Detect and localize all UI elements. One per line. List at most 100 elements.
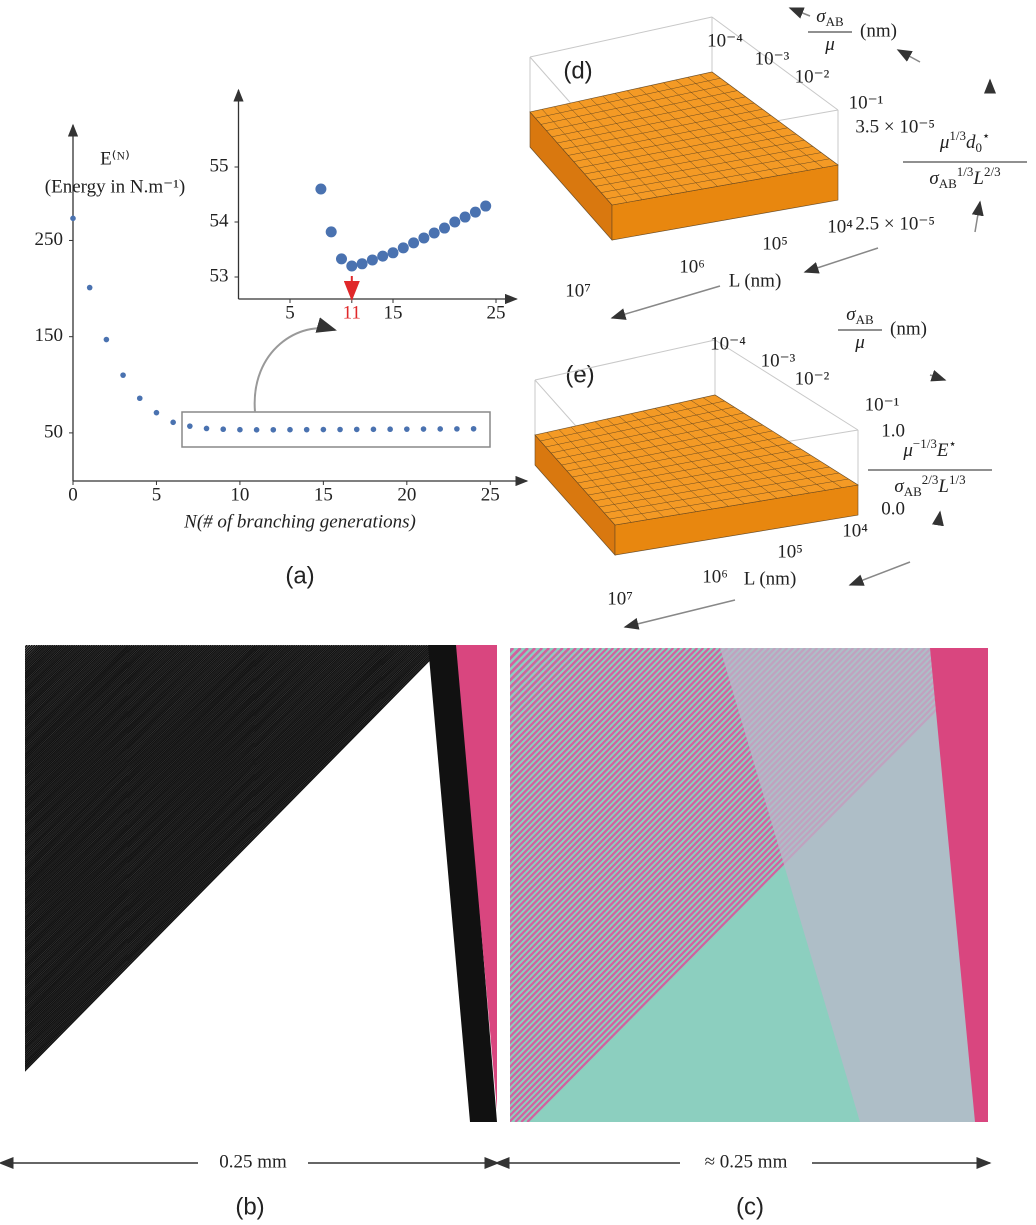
formula: σAB [846,304,874,327]
x-tick-label: 0 [68,484,78,505]
formula-part: μ [824,34,835,55]
y-axis-label: (Energy in N.m⁻¹) [45,176,185,197]
data-point [449,217,460,228]
data-point [398,242,409,253]
formula: μ [854,332,865,353]
z-tick-label: 2.5 × 10⁻⁵ [855,213,935,234]
data-point [437,426,443,432]
data-point [237,427,243,433]
formula: μ−1/3E⋆ [902,436,956,461]
formula-part: 1/3 [957,164,974,179]
y-tick-label: 54 [210,210,230,231]
data-point [270,427,276,433]
formula: μ1/3d0⋆ [939,128,990,155]
x-tick-label: 15 [314,484,333,505]
formula-part: d [966,132,976,153]
x-tick-label: 11 [343,302,361,323]
data-point [480,201,491,212]
y-tick-label: 50 [44,421,63,442]
stripe [0,645,25,1122]
L-tick-label: 10⁶ [679,256,705,277]
sigma-tick-label: 10⁻⁴ [707,30,743,51]
axis-arrow [938,512,940,525]
pattern-image [0,645,497,1122]
axis-arrow [975,202,980,232]
formula-part: L [937,476,949,497]
sigma-tick-label: 10⁻¹ [849,92,884,113]
data-point [104,337,110,343]
stripe [0,645,16,1122]
data-point [460,212,471,223]
data-point [170,420,176,426]
data-point [357,258,368,269]
box-edge [535,340,715,380]
L-tick-label: 10⁵ [777,541,803,562]
stripe [0,648,3,1122]
panel-label: (c) [736,1193,764,1220]
y-tick-label: 250 [35,229,64,250]
x-tick-label: 15 [384,302,403,323]
data-point [371,427,377,433]
panel-label: (e) [565,361,594,388]
x-tick-label: 25 [481,484,500,505]
data-point [304,427,310,433]
formula-part: AB [939,176,957,191]
panel-label: (a) [285,562,314,589]
box-edge [530,17,712,57]
data-point [154,410,160,416]
y-tick-label: 55 [210,155,229,176]
formula-part: −1/3 [913,436,937,451]
formula-part: L [972,168,984,189]
data-point [287,427,293,433]
axis-arrow [850,562,910,585]
scale-label: ≈ 0.25 mm [705,1151,788,1172]
scale-label: 0.25 mm [219,1151,287,1172]
data-point [120,372,126,378]
L-tick-label: 10⁶ [702,566,728,587]
L-tick-label: 10⁴ [827,216,853,237]
data-point [220,426,226,432]
axis-arrow [612,286,720,318]
formula-part: E [936,440,949,461]
sigma-tick-label: 10⁻³ [755,48,790,69]
data-point [421,426,427,432]
formula-part: AB [904,484,922,499]
panel-label: (b) [235,1193,264,1220]
data-point [204,426,210,432]
sigma-tick-label: 10⁻² [795,368,830,389]
formula-part: μ [939,132,950,153]
L-tick-label: 10⁷ [565,280,591,301]
data-point [418,232,429,243]
figure: (a) (d) (e) (b) (c) 0.25 mm ≈ 0.25 mm 05… [0,0,1036,1225]
data-point [367,254,378,265]
x-tick-label: 5 [152,484,162,505]
data-point [454,426,460,432]
y-tick-label: 150 [35,325,64,346]
axis-arrow [790,8,810,16]
data-point [254,427,260,433]
unit: (nm) [860,20,897,41]
stripe [0,645,10,1122]
data-point [471,426,477,432]
data-point [187,423,193,429]
formula-part: AB [826,14,844,29]
data-point [429,228,440,239]
L-tick-label: 10⁵ [762,233,788,254]
axis-arrow [898,50,920,62]
data-point [315,184,326,195]
formula-part: μ [854,332,865,353]
stripe [0,648,18,1122]
stripe [0,645,7,1122]
formula: μ [824,34,835,55]
data-point [336,253,347,264]
stripe [0,645,4,1122]
x-axis-label: N(# of branching generations) [183,511,416,532]
data-point [387,426,393,432]
data-point [346,261,357,272]
axis-arrow [805,248,878,272]
L-tick-label: 10⁴ [842,520,868,541]
zoom-box [182,412,490,447]
unit: (nm) [890,318,927,339]
axis-arrow [930,375,945,380]
data-point [404,426,410,432]
